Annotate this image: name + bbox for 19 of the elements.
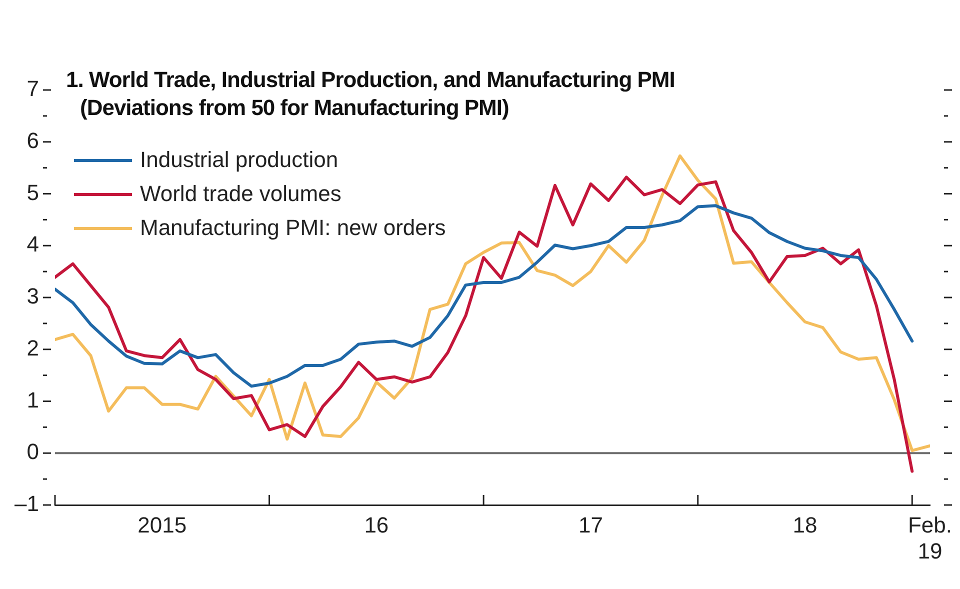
chart-subtitle: (Deviations from 50 for Manufacturing PMI)	[79, 94, 510, 122]
y-tick-label: 6	[26, 128, 39, 153]
legend-label: Manufacturing PMI: new orders	[140, 215, 446, 241]
y-tick-label: 4	[26, 232, 39, 257]
x-tick-label: 17	[578, 512, 603, 538]
y-tick-label: 0	[26, 439, 39, 464]
x-tick-label: Feb. 19	[908, 512, 952, 564]
legend-label: World trade volumes	[140, 181, 342, 207]
x-tick-label: 18	[792, 512, 818, 538]
y-tick-label: –1	[14, 491, 39, 516]
y-tick-label: 5	[26, 180, 39, 205]
y-tick-label: 3	[26, 284, 39, 309]
chart-title: 1. World Trade, Industrial Production, and Manufacturing PMI	[66, 66, 675, 94]
x-tick-label: 2015	[138, 512, 187, 538]
x-tick-label: 16	[364, 512, 389, 538]
legend-label: Industrial production	[140, 147, 338, 173]
y-tick-label: 2	[26, 335, 39, 360]
y-tick-label: 1	[26, 387, 39, 412]
y-tick-label: 7	[26, 76, 39, 102]
